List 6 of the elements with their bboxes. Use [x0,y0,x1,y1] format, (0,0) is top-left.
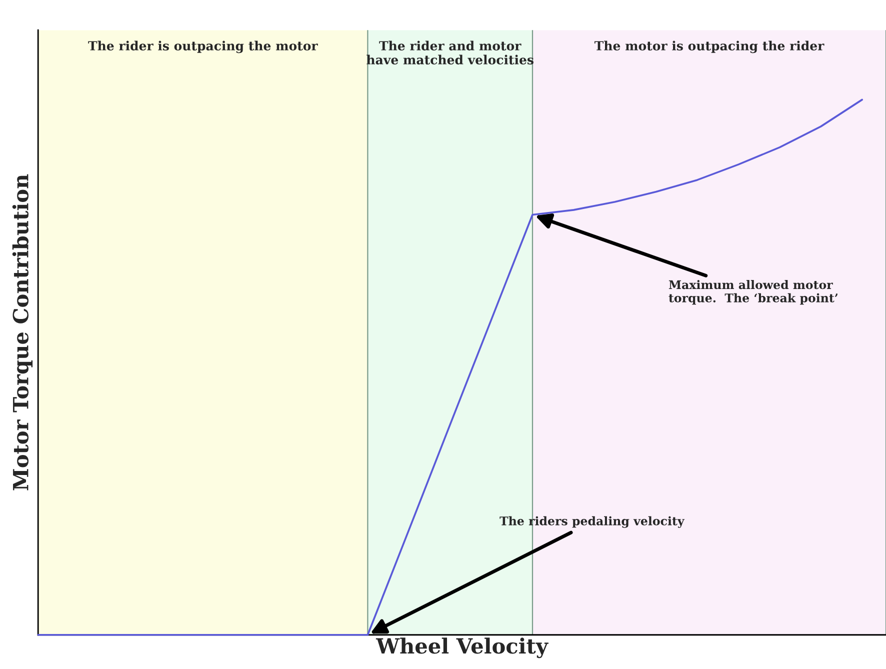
x-axis-title: Wheel Velocity [376,638,548,658]
annotation: Maximum allowed motor torque. The ‘break point’ [668,280,838,305]
y-axis-title: Motor Torque Contribution [12,174,33,490]
text: The rider is outpacing the motor [88,40,318,54]
text: The motor is outpacing the rider [594,40,824,54]
text: The rider and motor have matched velocities [366,40,534,64]
